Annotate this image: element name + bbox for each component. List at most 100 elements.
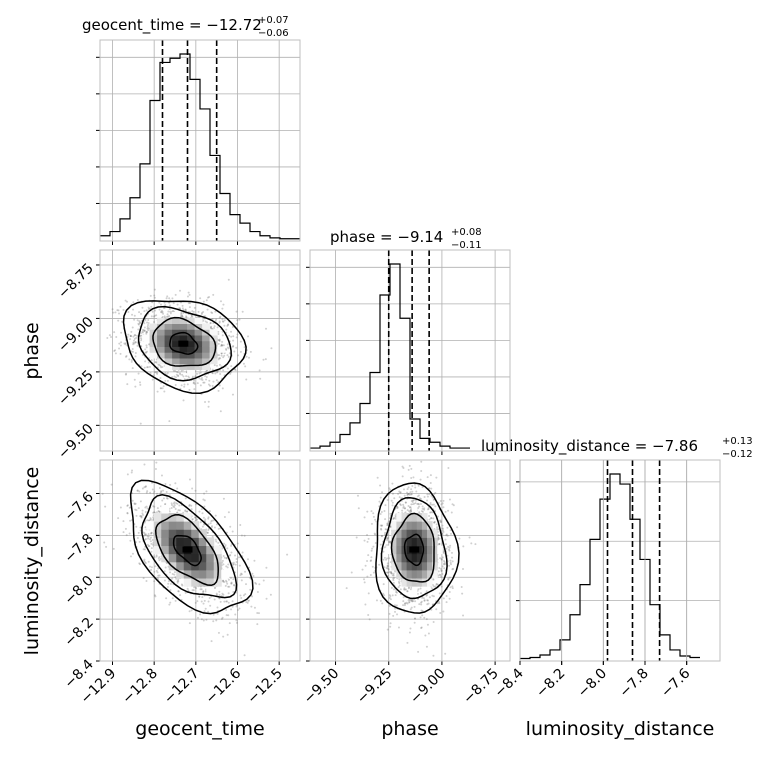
title-geocent-time: geocent_time = −12.72 — [82, 16, 262, 35]
sample-point — [223, 354, 226, 357]
sample-point — [174, 293, 177, 296]
x-tick-label: −12.5 — [244, 666, 286, 708]
sample-point — [419, 601, 422, 604]
sample-point — [233, 350, 236, 353]
sample-point — [462, 545, 465, 548]
sample-point — [419, 587, 422, 590]
y-tick-label: −9.25 — [55, 367, 97, 409]
sample-point — [386, 524, 389, 527]
density-cell — [194, 323, 203, 330]
sample-point — [239, 350, 242, 353]
sample-point — [221, 616, 224, 619]
sample-point — [382, 558, 385, 561]
sample-point — [243, 346, 246, 349]
sample-point — [425, 618, 428, 621]
sample-point — [168, 603, 171, 606]
sample-point — [139, 563, 142, 566]
sample-point — [246, 558, 249, 561]
sample-point — [188, 376, 191, 379]
density-cell — [176, 553, 185, 563]
sample-point — [193, 379, 196, 382]
sample-point — [214, 514, 217, 517]
sample-point — [443, 567, 446, 570]
sample-point — [214, 320, 217, 323]
sample-point — [387, 536, 390, 539]
sample-point — [415, 490, 418, 493]
sample-point — [147, 327, 150, 330]
sample-point — [163, 307, 166, 310]
histogram-step — [310, 263, 470, 449]
sample-point — [380, 524, 383, 527]
density-cell — [176, 513, 185, 522]
sample-point — [207, 610, 210, 613]
sample-point — [231, 345, 234, 348]
sample-point — [129, 335, 132, 338]
sample-point — [147, 366, 150, 369]
sample-point — [171, 375, 174, 378]
sample-point — [126, 473, 129, 476]
sample-point — [449, 586, 452, 589]
sample-point — [379, 543, 382, 546]
sample-point — [154, 309, 157, 312]
sample-point — [153, 580, 156, 583]
density-cell — [401, 578, 408, 587]
sample-point — [221, 344, 224, 347]
sample-point — [430, 608, 433, 611]
sample-point — [445, 601, 448, 604]
sample-point — [158, 487, 161, 490]
sample-point — [222, 635, 225, 638]
sample-point — [173, 573, 176, 576]
sample-point — [220, 344, 223, 347]
density-cell — [161, 545, 170, 555]
sample-point — [148, 307, 151, 310]
sample-point — [248, 356, 251, 359]
y-tick-label: −8.0 — [61, 573, 96, 608]
sample-point — [449, 529, 452, 532]
sample-point — [426, 599, 429, 602]
sample-point — [265, 566, 268, 569]
sample-point — [141, 328, 144, 331]
density-cell — [396, 513, 402, 522]
sample-point — [392, 574, 395, 577]
sample-point — [401, 475, 404, 478]
sample-point — [440, 558, 443, 561]
sample-point — [158, 574, 161, 577]
sample-point — [451, 568, 454, 571]
sample-point — [159, 310, 162, 313]
sample-point — [440, 503, 443, 506]
sample-point — [407, 493, 410, 496]
sample-point — [210, 311, 213, 314]
sample-point — [124, 343, 127, 346]
sample-point — [152, 511, 155, 514]
sample-point — [155, 361, 158, 364]
sample-point — [392, 588, 395, 591]
contour-line — [172, 534, 202, 567]
density-cell — [406, 569, 413, 579]
sample-point — [391, 594, 394, 597]
sample-point — [256, 611, 259, 614]
sample-point — [426, 603, 429, 606]
density-cell — [416, 553, 423, 563]
sample-point — [388, 604, 391, 607]
sample-point — [230, 330, 233, 333]
density-cell — [416, 513, 423, 522]
sample-point — [139, 526, 142, 529]
sample-point — [181, 315, 184, 318]
sample-point — [169, 310, 172, 313]
density-cell — [176, 529, 185, 538]
sample-point — [202, 590, 205, 593]
sample-point — [154, 361, 157, 364]
sample-point — [366, 575, 369, 578]
sample-point — [162, 489, 165, 492]
sample-point — [426, 593, 429, 596]
density-cell — [209, 329, 218, 336]
sample-point — [363, 581, 366, 584]
sample-point — [403, 507, 406, 510]
sample-point — [156, 507, 159, 510]
sample-point — [470, 542, 473, 545]
sample-point — [409, 627, 412, 630]
sample-point — [205, 618, 208, 621]
sample-point — [385, 567, 388, 570]
sample-point — [235, 619, 238, 622]
sample-point — [211, 327, 214, 330]
